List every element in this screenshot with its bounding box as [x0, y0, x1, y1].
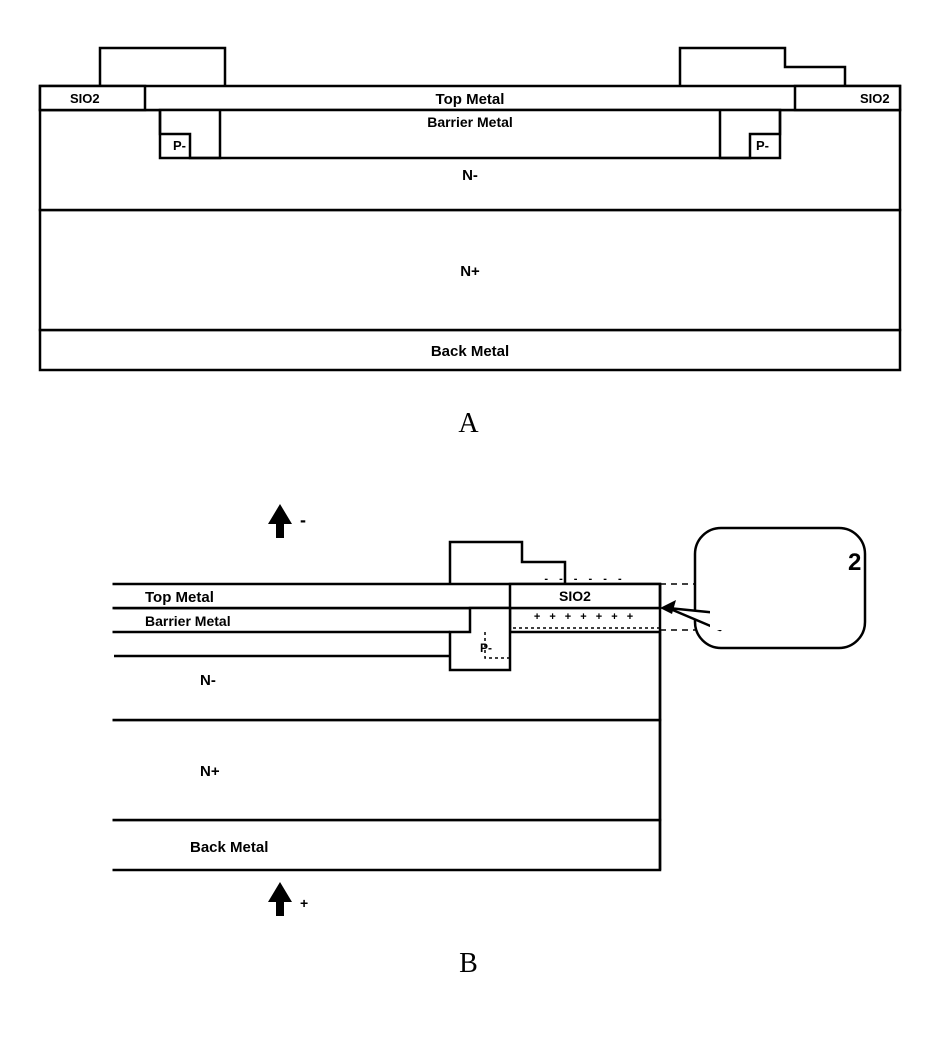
n-minus-label-b: N-: [200, 672, 216, 689]
cap-left: [100, 48, 225, 86]
callout-arrowhead: [660, 600, 676, 614]
callout-bubble: 2: [668, 528, 865, 648]
n-plus-layer-b: [110, 720, 660, 820]
polarity-bottom-label: +: [300, 895, 308, 911]
sio2-left-label: SIO2: [70, 91, 100, 106]
p-well-label-b: P-: [480, 641, 492, 655]
p-well-left-label: P-: [173, 138, 186, 153]
n-plus-label-b: N+: [200, 763, 220, 780]
callout-text: 2: [848, 549, 861, 576]
top-metal-label-b: Top Metal: [145, 589, 214, 606]
n-minus-label: N-: [462, 167, 478, 184]
p-well-right-label: P-: [756, 138, 769, 153]
barrier-metal-label: Barrier Metal: [427, 114, 513, 130]
arrow-up-icon: -: [268, 504, 306, 538]
barrier-metal-label-b: Barrier Metal: [145, 613, 231, 629]
cap-right: [680, 48, 845, 86]
figure-a-panel-label: A: [458, 408, 478, 439]
neg-charges: - - - - - -: [544, 573, 625, 585]
back-metal-label-b: Back Metal: [190, 839, 268, 856]
sio2-label-b: SIO2: [559, 588, 591, 604]
back-metal-label: Back Metal: [431, 343, 509, 360]
figure-b-panel-label: B: [459, 948, 478, 979]
figure-b: - Back Metal N+ N- Barrier Metal Top Met…: [20, 480, 920, 930]
pos-charges: + + + + + + +: [534, 611, 636, 623]
top-metal-label: Top Metal: [436, 91, 505, 108]
figure-a: Back Metal N+ N- Top Metal SIO2 SIO2 Bar…: [20, 20, 920, 390]
arrow-up-bottom-icon: +: [268, 882, 308, 916]
polarity-top-label: -: [300, 510, 306, 530]
sio2-right-label: SIO2: [860, 91, 890, 106]
n-plus-label: N+: [460, 263, 480, 280]
